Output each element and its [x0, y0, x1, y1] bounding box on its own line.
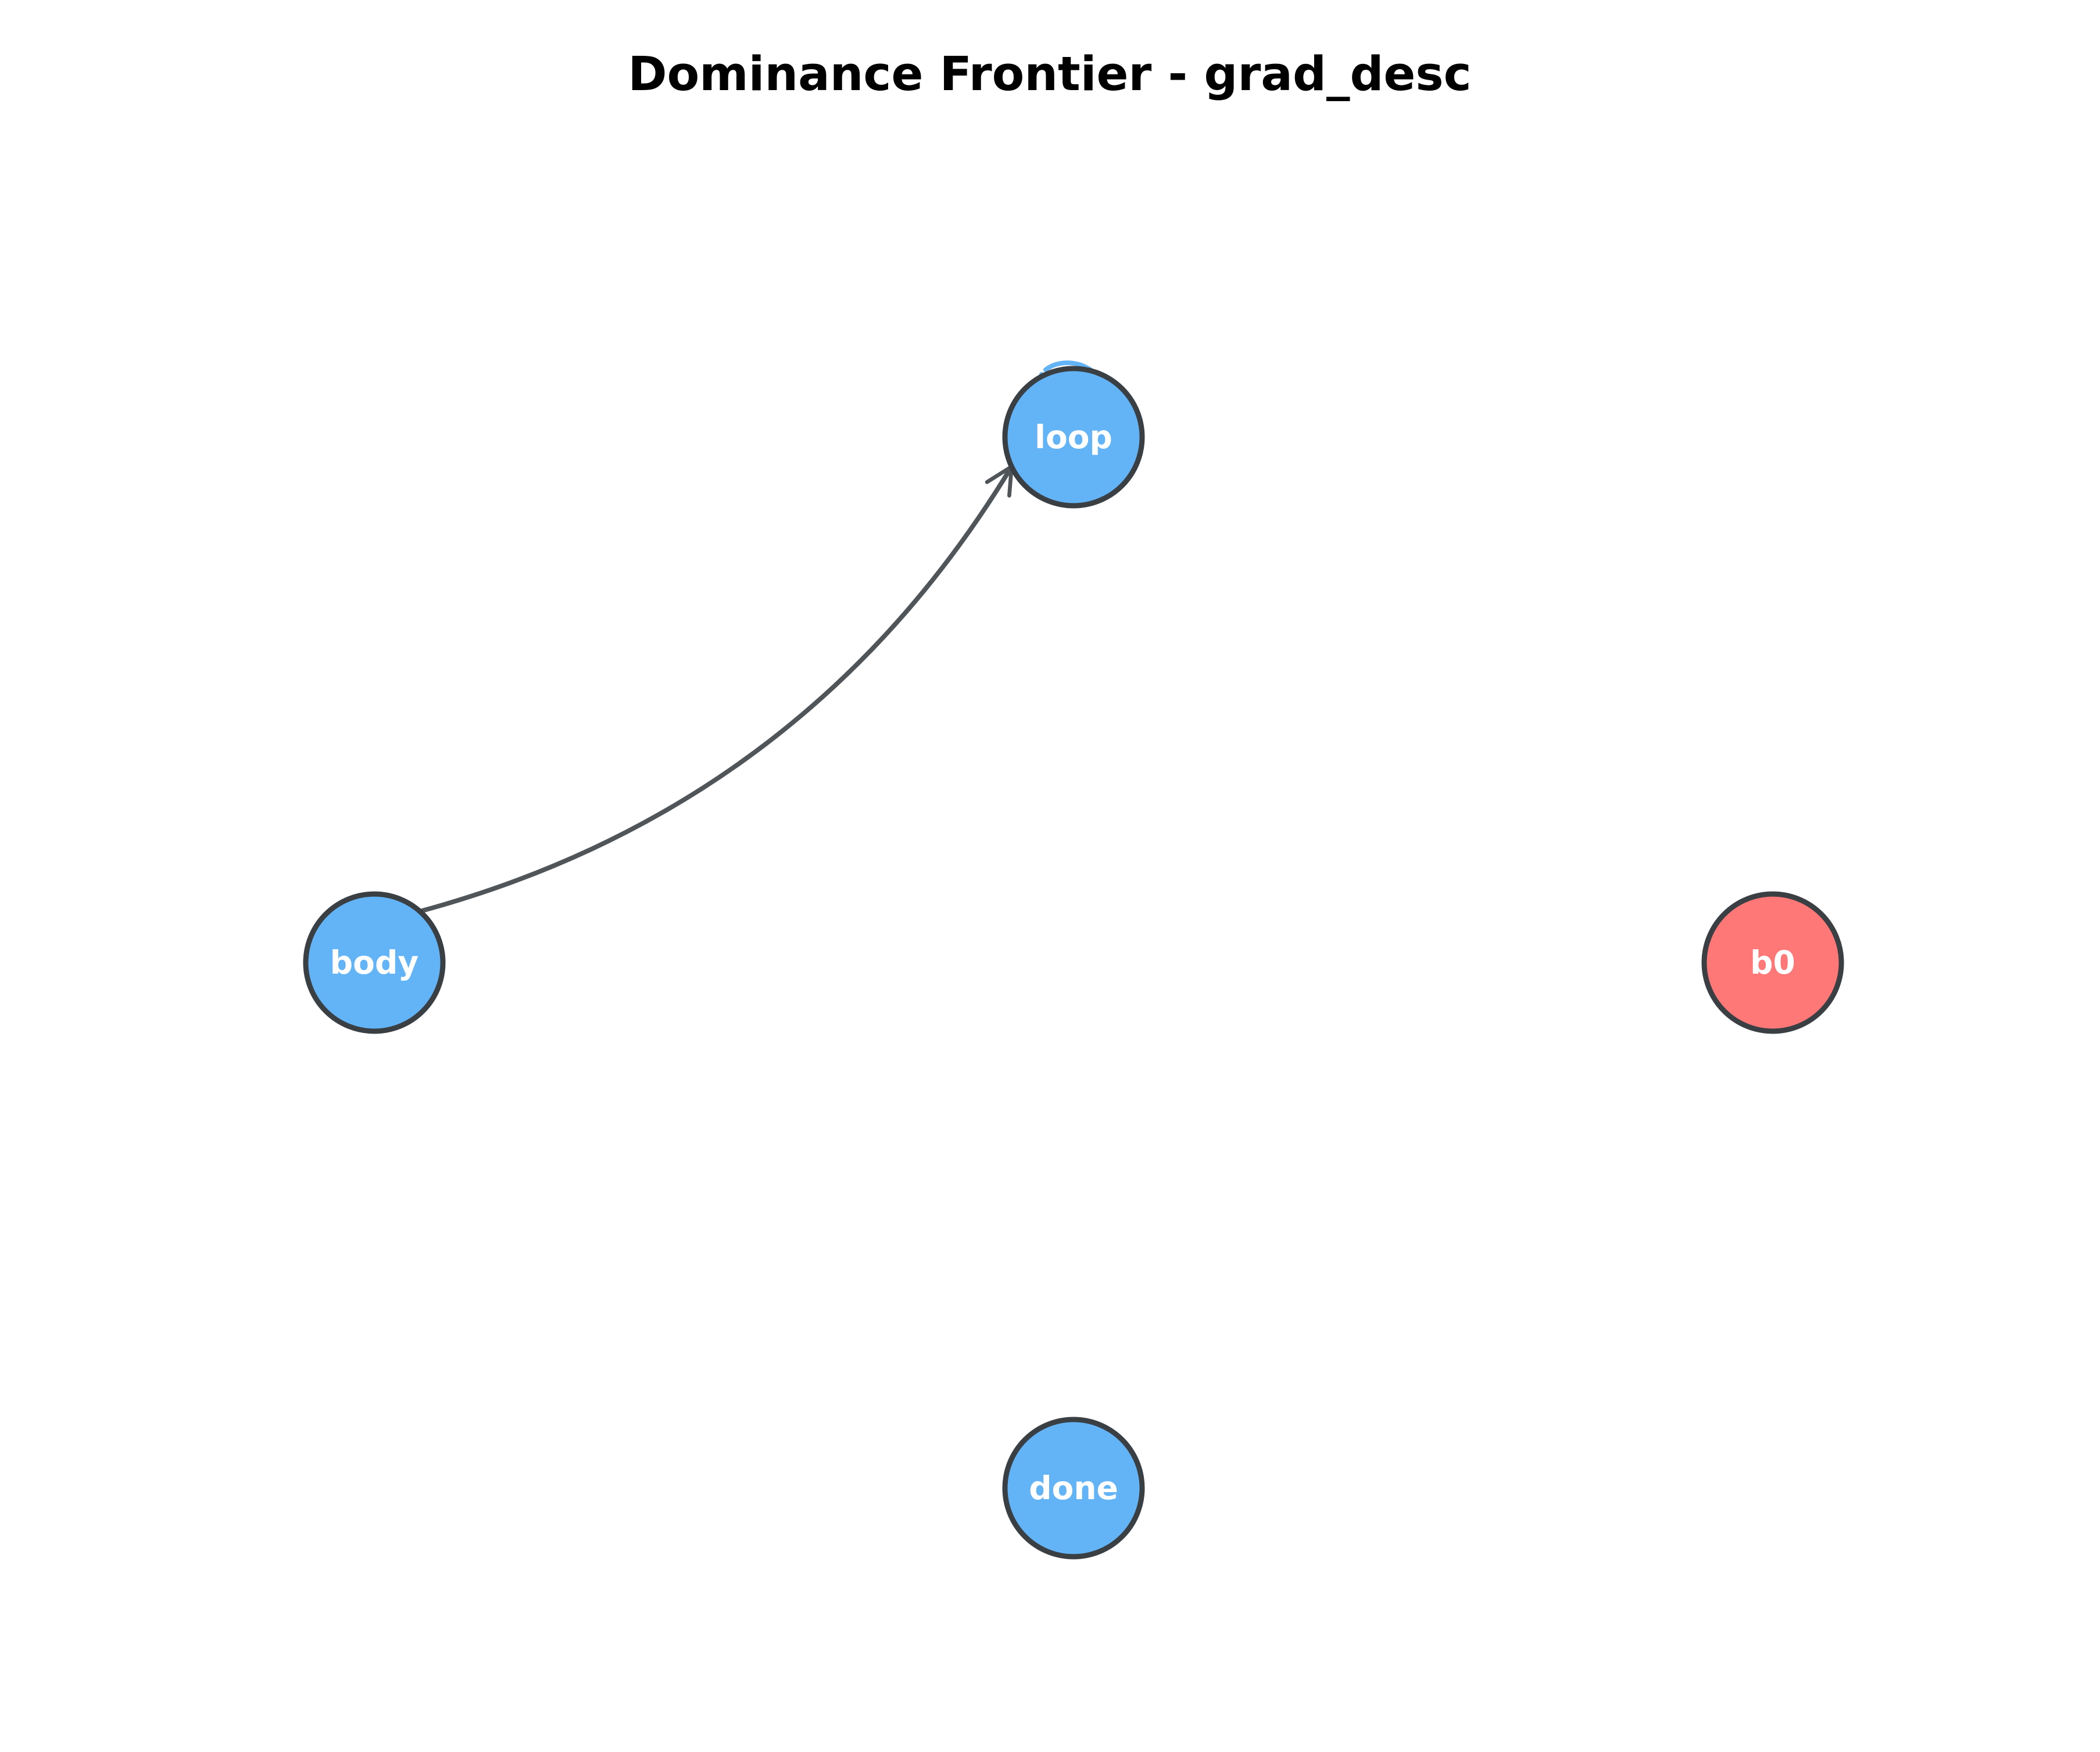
node-circle-body [303, 891, 446, 1034]
node-circle-b0 [1701, 891, 1844, 1034]
nodes-layer: loop body b0 done [303, 366, 1844, 1560]
node-body[interactable]: body [303, 891, 446, 1034]
node-loop[interactable]: loop [1002, 366, 1145, 509]
edge-body-to-loop [417, 464, 1014, 914]
node-label-b0: b0 [1750, 944, 1795, 981]
node-circle-done [1002, 1417, 1145, 1560]
node-label-done: done [1029, 1469, 1118, 1507]
edges-layer [417, 360, 1104, 914]
node-label-loop: loop [1035, 419, 1112, 456]
node-label-body: body [330, 944, 418, 981]
node-done[interactable]: done [1002, 1417, 1145, 1560]
node-circle-loop [1002, 366, 1145, 509]
diagram-title: Dominance Frontier - grad_desc [628, 47, 1471, 102]
node-b0[interactable]: b0 [1701, 891, 1844, 1034]
